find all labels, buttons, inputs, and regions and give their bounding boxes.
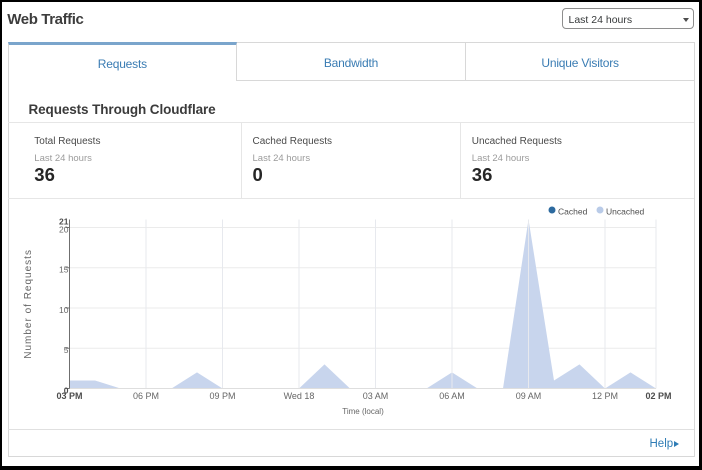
svg-text:Cached: Cached [558,206,588,216]
svg-text:10: 10 [59,305,69,315]
svg-text:Wed 18: Wed 18 [284,391,315,401]
svg-text:09 PM: 09 PM [209,391,235,401]
svg-text:Time (local): Time (local) [342,407,384,416]
svg-text:06 PM: 06 PM [133,391,159,401]
svg-text:20: 20 [59,224,69,234]
svg-text:15: 15 [59,265,69,275]
svg-text:12 PM: 12 PM [592,391,618,401]
svg-text:03 PM: 03 PM [56,391,82,401]
svg-text:02 PM: 02 PM [645,391,671,401]
svg-text:03 AM: 03 AM [363,391,389,401]
svg-text:21: 21 [59,216,69,226]
svg-text:5: 5 [64,345,69,355]
svg-text:06 AM: 06 AM [439,391,465,401]
svg-text:0: 0 [64,385,69,395]
svg-text:09 AM: 09 AM [516,391,542,401]
svg-text:Number of Requests: Number of Requests [23,249,34,359]
svg-text:Uncached: Uncached [606,206,645,216]
